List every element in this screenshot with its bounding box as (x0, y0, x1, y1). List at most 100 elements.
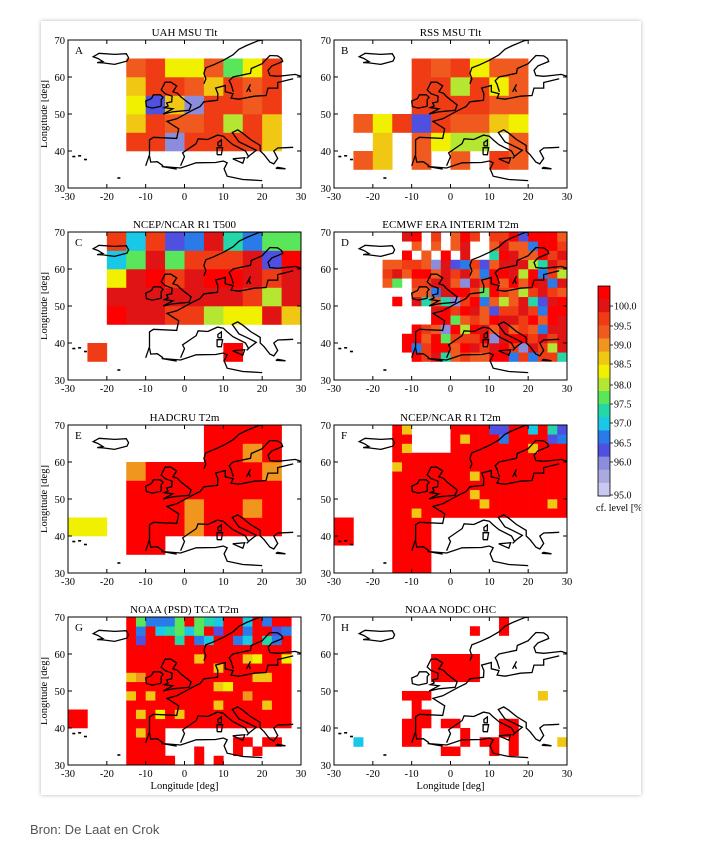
data-cell (547, 306, 558, 316)
data-cell (262, 617, 273, 627)
island-dot (338, 347, 342, 350)
data-cell (528, 269, 539, 279)
data-cell (450, 77, 471, 96)
data-cell (135, 672, 146, 683)
data-cell (145, 114, 166, 133)
data-cell (262, 626, 273, 636)
x-tick-label: -20 (366, 577, 380, 588)
data-cell (469, 278, 480, 288)
data-cell (489, 315, 500, 325)
island-outline (160, 466, 192, 500)
colorbar-segment (598, 377, 610, 392)
data-cell (489, 324, 500, 335)
data-cell (479, 508, 490, 518)
data-cell (499, 471, 510, 481)
data-cell (184, 718, 195, 729)
data-cell (184, 77, 205, 96)
data-cell (145, 755, 156, 765)
data-cell (262, 425, 282, 444)
data-cell (479, 269, 490, 279)
data-cell (469, 114, 490, 133)
y-axis-label: Longitude [deg] (41, 272, 50, 340)
data-cell (213, 672, 224, 683)
y-tick-label: 30 (321, 761, 332, 772)
coastline (494, 439, 567, 477)
data-cell (223, 681, 234, 692)
data-cell (460, 278, 471, 288)
data-cell (537, 480, 548, 491)
data-cell (499, 489, 510, 500)
data-cell (145, 691, 156, 701)
x-tick-label: 10 (484, 769, 495, 780)
island-outline (217, 715, 223, 724)
data-cell (262, 95, 282, 115)
data-cell (499, 434, 510, 444)
data-cell (213, 635, 224, 646)
data-cell (547, 333, 558, 344)
data-cell (262, 700, 273, 710)
data-cell (469, 452, 480, 463)
data-cell (469, 434, 480, 444)
coastline (148, 347, 164, 359)
data-cell (508, 499, 519, 509)
data-cell (537, 691, 548, 701)
data-cell (281, 691, 292, 701)
data-cell (489, 151, 510, 170)
data-cell (450, 287, 461, 298)
x-tick-label: 10 (484, 577, 495, 588)
data-cell (557, 333, 567, 344)
x-tick-label: -20 (100, 384, 114, 395)
data-cell (547, 259, 558, 270)
island-dot (383, 177, 387, 179)
data-cell (479, 296, 490, 307)
data-cell (431, 324, 442, 335)
data-cell (557, 250, 567, 261)
data-cell (126, 517, 146, 537)
data-cell (537, 434, 548, 444)
colorbar-segment (598, 325, 610, 339)
x-tick-label: -10 (405, 769, 419, 780)
data-cell (518, 508, 529, 518)
island-outline (426, 466, 458, 500)
x-tick-label: 10 (218, 384, 229, 395)
data-cell (469, 306, 480, 316)
data-cell (431, 315, 442, 325)
island-outline (232, 156, 246, 165)
island-outline (309, 553, 317, 556)
data-cell (203, 462, 224, 481)
data-cell (411, 737, 422, 747)
data-cell (262, 287, 282, 307)
data-cell (440, 250, 451, 261)
island-outline (541, 358, 552, 362)
data-cell (431, 241, 442, 251)
data-cell (518, 462, 529, 472)
data-cell (145, 132, 166, 152)
data-cell (401, 737, 412, 747)
data-cell (479, 425, 490, 435)
data-cell (165, 672, 176, 683)
data-cell (547, 462, 558, 472)
data-cell (479, 333, 490, 344)
y-tick-label: 30 (321, 184, 332, 195)
data-cell (281, 306, 301, 325)
data-cell (353, 737, 364, 747)
island-outline (427, 160, 529, 182)
island-outline (160, 81, 192, 115)
data-cell (382, 269, 393, 279)
data-cell (242, 95, 263, 115)
island-outline (144, 286, 164, 301)
data-cell (411, 95, 432, 115)
data-cell (145, 728, 156, 738)
data-cell (145, 681, 156, 692)
data-cell (126, 269, 146, 288)
data-cell (557, 508, 567, 518)
data-cell (421, 343, 432, 353)
data-cell (479, 352, 490, 362)
data-cell (233, 691, 244, 701)
data-cell (518, 352, 529, 362)
data-cell (242, 681, 253, 692)
data-cell (557, 241, 567, 251)
data-cell (203, 480, 224, 500)
y-tick-label: 40 (55, 147, 66, 158)
y-tick-label: 60 (321, 650, 332, 661)
